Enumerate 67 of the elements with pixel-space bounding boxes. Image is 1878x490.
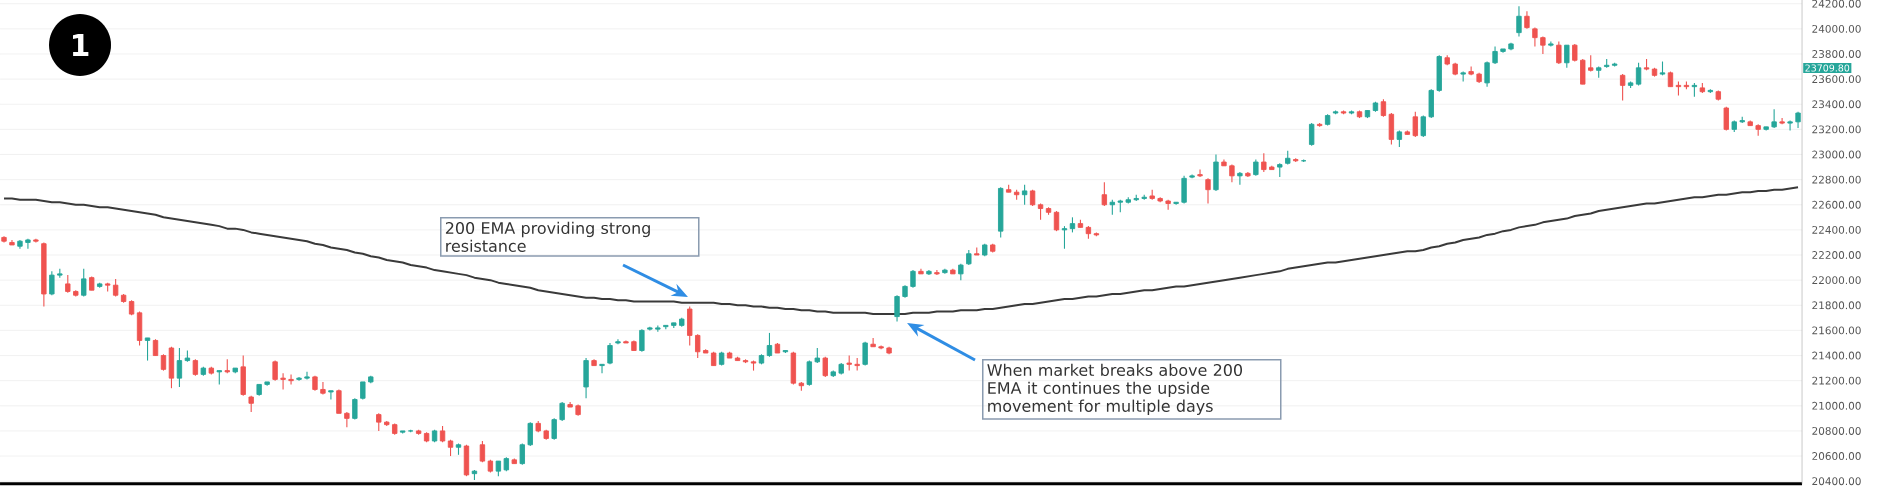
y-tick-label: 22600.00 (1812, 200, 1861, 209)
candlestick (328, 390, 334, 401)
candlestick (1580, 58, 1586, 85)
y-tick-label: 21400.00 (1812, 351, 1861, 360)
y-tick-label: 21000.00 (1812, 401, 1861, 410)
candlestick (1237, 171, 1243, 186)
y-tick-label: 22800.00 (1812, 175, 1861, 184)
candlestick (320, 381, 326, 396)
candlestick (1516, 5, 1522, 37)
candlestick (176, 347, 183, 388)
y-tick-label: 21800.00 (1812, 301, 1861, 310)
y-tick-label: 24200.00 (1812, 0, 1861, 8)
candlestick (870, 337, 876, 348)
candlestick (296, 376, 302, 382)
candlestick (695, 333, 701, 359)
candlestick (336, 388, 342, 414)
y-tick-label: 20800.00 (1812, 426, 1861, 435)
candlestick (519, 442, 525, 466)
candlestick (344, 411, 350, 428)
candlestick (1061, 225, 1068, 250)
y-tick-label: 21200.00 (1812, 376, 1861, 385)
y-tick-label: 23800.00 (1812, 50, 1861, 58)
candlestick (288, 373, 294, 385)
y-tick-label: 23000.00 (1812, 150, 1861, 159)
y-tick-label: 23400.00 (1812, 100, 1861, 109)
candlestick (352, 397, 358, 421)
candlestick (639, 328, 645, 353)
y-tick-label: 20400.00 (1812, 477, 1861, 486)
candlestick (1181, 175, 1187, 205)
candlestick (1787, 120, 1793, 132)
candlestick (527, 421, 533, 447)
candlestick (1197, 169, 1203, 178)
annotation: When market breaks above 200 EMA it continues the upside movement for multiple days (987, 363, 1243, 416)
candlestick (894, 294, 900, 323)
candlestick (1021, 184, 1028, 206)
candlestick (1261, 152, 1267, 173)
candlestick (144, 337, 151, 362)
candlestick (81, 268, 87, 298)
y-tick-label: 22000.00 (1812, 276, 1861, 285)
candlestick (25, 238, 31, 250)
annotation: 1 (73, 34, 89, 56)
candlestick (551, 417, 557, 441)
candlestick (1619, 73, 1626, 102)
text: 23709.80 (1805, 64, 1850, 72)
candlestick (304, 371, 310, 380)
candlestick (1308, 122, 1315, 147)
y-tick-label: 23600.00 (1812, 75, 1861, 84)
candlestick (599, 363, 605, 374)
candlestick (806, 360, 813, 387)
y-tick-label: 21600.00 (1812, 326, 1861, 335)
candlestick (1101, 181, 1108, 207)
candlestick (559, 401, 565, 422)
candlestick (766, 332, 773, 358)
y-tick-label: 22400.00 (1812, 225, 1861, 234)
candlestick (1205, 177, 1211, 205)
candlestick (1484, 60, 1490, 88)
candlestick (1564, 44, 1570, 69)
y-tick-label: 23200.00 (1812, 125, 1861, 134)
candlestick (1165, 199, 1171, 211)
candlestick (280, 372, 286, 391)
candlestick (1556, 40, 1562, 65)
y-tick-label: 22200.00 (1812, 251, 1861, 259)
annotation: 200 EMA providing strong resistance (445, 221, 650, 252)
candlestick (1540, 35, 1546, 55)
y-tick-label: 20600.00 (1812, 452, 1861, 461)
candlestick (1412, 111, 1418, 138)
y-tick-label: 24000.00 (1812, 24, 1861, 33)
